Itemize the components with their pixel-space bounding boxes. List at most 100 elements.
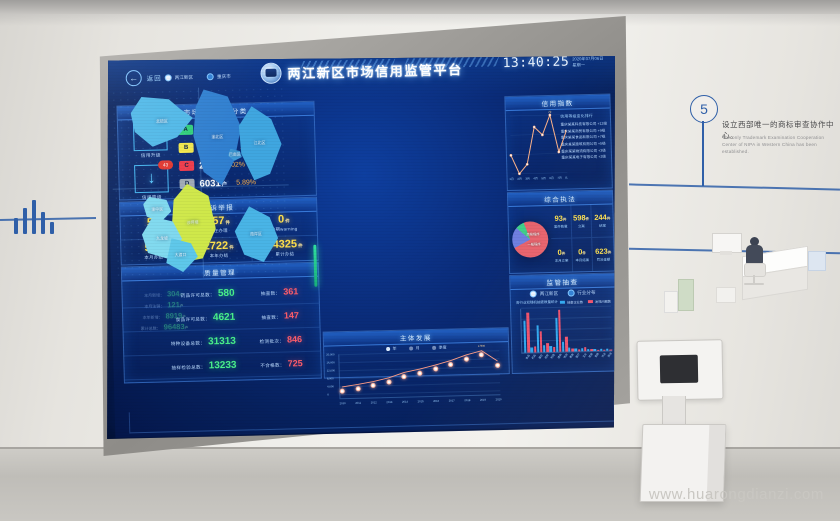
enforcement-stat: 623件 罚没金额 [593, 237, 615, 271]
bar [568, 347, 571, 352]
bar [536, 325, 540, 353]
enforcement-stat-label: 案件数量 [553, 224, 568, 229]
panel-entity-trend: 主体发展 年 月 季度 0 4,000 8,000 12,000 16,000 20,00… [322, 327, 510, 405]
trend-y-tick: 0 [327, 392, 329, 397]
trend-x-tick: 2017 [448, 399, 455, 403]
map-stage[interactable]: 北碚区 渝北区 江北区 渝中区 沙坪坝 九龙坡 大渡口 南岸区 巴南区 [110, 85, 292, 280]
radio-icon [206, 73, 215, 81]
pie-label: 简易程序 [526, 231, 540, 237]
panel-inspection-bars: 监管抽查 两江新区 行业分布 各行业双随机抽查数量统计 抽查企业数 发现问题数 … [509, 272, 615, 375]
watermark: www.huarongdianzi.com [648, 486, 824, 503]
bar [606, 348, 609, 351]
kiosk-screen[interactable] [659, 354, 699, 384]
bars-scope-option[interactable]: 两江新区 [529, 290, 559, 298]
bars-scope-toggle[interactable]: 两江新区 行业分布 [511, 288, 615, 298]
clock-weekday: 星期一 [572, 61, 585, 67]
wall-step-number: 5 [690, 95, 718, 123]
bar-group: 食品 [523, 312, 531, 360]
panel-title-enforcement: 综合执法 [544, 195, 577, 204]
illustration-cube [808, 251, 826, 271]
trend-y-tick: 4,000 [327, 384, 334, 389]
clock-time: 13:40:25 [502, 56, 570, 72]
illustration-plant-secondary-icon [664, 291, 678, 313]
bar-group: 旅游 [587, 349, 594, 359]
dashboard-footer-frame [128, 400, 615, 434]
bars-subtitle: 各行业双随机抽查数量统计 [515, 299, 558, 305]
trend-x-tick: 2016 [433, 399, 440, 403]
map-scope-option[interactable]: 两江新区 [164, 74, 194, 82]
map-region-label: 巴南区 [228, 151, 241, 157]
enforcement-stat-value: 623件 [595, 246, 612, 256]
bar-group: 文化 [580, 347, 587, 359]
trend-point [401, 373, 407, 379]
trend-y-tick: 8,000 [326, 376, 334, 381]
panel-quality: 质量管理 药品许可总数： 580 抽查数： 361 食品许可总数： 4621 抽查数：… [120, 261, 322, 384]
trend-point [417, 370, 423, 376]
trend-y-tick: 16,000 [326, 360, 335, 365]
trend-x-tick: 2015 [417, 400, 424, 404]
trend-x-tick: 2011 [355, 401, 362, 405]
panel-title-bars: 监管抽查 [546, 278, 579, 287]
trend-tab[interactable]: 季度 [431, 345, 447, 351]
map-region-label: 北碚区 [155, 118, 168, 124]
enforcement-stat: 244件 结案 [591, 203, 614, 238]
svg-text:1月: 1月 [509, 177, 514, 181]
enforcement-stat-value: 598件 [572, 212, 590, 223]
bar [574, 348, 578, 352]
credit-rank-list-title: 信用等级变化排行 [560, 112, 594, 119]
svg-text:7月: 7月 [557, 176, 562, 180]
display-screen[interactable]: ← 返回 两江新区市场信用监管平台 13:40:25 2020年07月06日 星… [107, 56, 615, 439]
clock: 13:40:25 2020年07月06日 星期一 [502, 56, 603, 71]
wall-shadow [0, 0, 840, 26]
enforcement-stat-label: 罚没金额 [596, 257, 611, 262]
illustration-monitor-icon [712, 233, 742, 253]
bar-category-label: 药品 [531, 353, 538, 360]
enforcement-stat: 93件 案件数量 [550, 204, 572, 239]
trend-tab[interactable]: 年 [385, 346, 397, 352]
radio-icon [431, 345, 436, 350]
wall-heading-chinese: 设立西部唯一的商标审查协作中心。 [722, 120, 834, 140]
enforcement-pie-chart: 简易程序 一般程序 [511, 220, 549, 258]
bar-category-label: 医疗 [575, 352, 582, 359]
panel-credit-index: 信用指数 72 1月 2月 3月 4月 5月 6月 7月 8月 信用等级变化排行 重庆某某科技有… [504, 93, 613, 192]
trend-x-tick: 2014 [401, 400, 409, 404]
bar-group: 其他 [606, 348, 613, 358]
trend-x-tick: 2018 [464, 399, 471, 403]
trend-y-tick: 20,000 [326, 352, 335, 357]
bar-group: 农业 [599, 348, 606, 358]
map-region-label: 江北区 [253, 139, 266, 146]
trend-point [370, 383, 376, 389]
bar-group: 商贸 [542, 343, 550, 360]
enforcement-stat-label: 结案 [599, 223, 606, 228]
wall-step-connector [702, 121, 704, 186]
trend-x-tick: 2010 [339, 402, 346, 406]
trend-tab[interactable]: 月 [408, 345, 420, 351]
enforcement-stat-value: 0件 [578, 247, 587, 257]
radio-icon [164, 74, 172, 82]
svg-text:3月: 3月 [525, 177, 530, 181]
trend-point [448, 362, 454, 368]
trend-x-tick: 2012 [370, 401, 377, 405]
radio-icon [385, 346, 390, 352]
trend-line-chart: 0 4,000 8,000 12,000 16,000 20,000 17600 2010 2… [326, 345, 501, 406]
trend-y-tick: 12,000 [326, 368, 335, 373]
bar [580, 348, 584, 352]
radio-icon [567, 289, 575, 297]
bar-category-label: 金融 [594, 352, 601, 359]
bar-group: 金融 [593, 349, 600, 358]
trend-x-tick: 2019 [479, 398, 486, 402]
wall-isometric-illustration [650, 195, 840, 325]
bars-legend-key: 发现问题数 [587, 299, 611, 305]
kiosk-terminal-head[interactable] [636, 339, 724, 401]
bars-scope-option[interactable]: 行业分布 [567, 289, 596, 297]
map-scope-option[interactable]: 重庆市 [206, 73, 231, 81]
svg-text:6月: 6月 [549, 176, 554, 180]
trend-point [432, 366, 438, 372]
pie-label: 一般程序 [527, 242, 541, 247]
credit-rank-row[interactable]: 重庆某某电子有限公司 +2级 [561, 154, 607, 160]
panel-title-trend: 主体发展 [399, 334, 432, 343]
trend-point [495, 362, 501, 368]
bar-group: 制造 [549, 346, 556, 359]
wall-heading-english: The only Trademark Examination Cooperati… [722, 135, 825, 155]
enforcement-stats-grid: 93件 案件数量 598件 立案 244件 结案 0件 本月立案 0件 本月结案… [550, 203, 615, 272]
